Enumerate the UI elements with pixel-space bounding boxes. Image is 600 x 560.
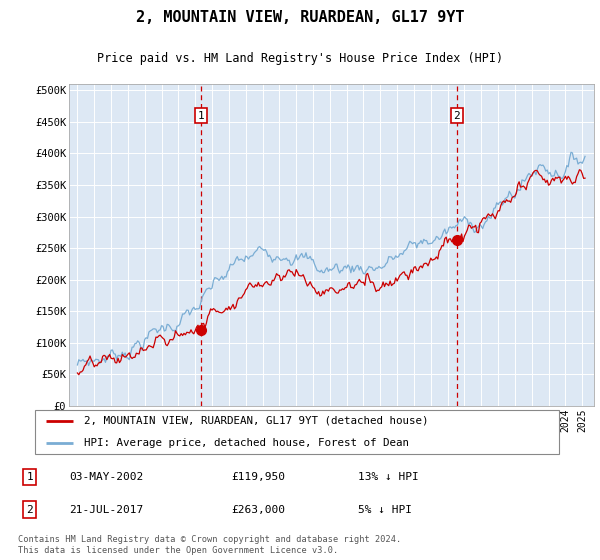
Text: 2: 2 <box>26 505 33 515</box>
Text: 2, MOUNTAIN VIEW, RUARDEAN, GL17 9YT (detached house): 2, MOUNTAIN VIEW, RUARDEAN, GL17 9YT (de… <box>84 416 428 426</box>
Text: 1: 1 <box>197 110 204 120</box>
Text: Price paid vs. HM Land Registry's House Price Index (HPI): Price paid vs. HM Land Registry's House … <box>97 52 503 65</box>
Text: 2, MOUNTAIN VIEW, RUARDEAN, GL17 9YT: 2, MOUNTAIN VIEW, RUARDEAN, GL17 9YT <box>136 11 464 25</box>
Text: HPI: Average price, detached house, Forest of Dean: HPI: Average price, detached house, Fore… <box>84 437 409 447</box>
Text: £263,000: £263,000 <box>231 505 285 515</box>
Text: 2: 2 <box>454 110 460 120</box>
Text: 5% ↓ HPI: 5% ↓ HPI <box>358 505 412 515</box>
Text: 21-JUL-2017: 21-JUL-2017 <box>70 505 144 515</box>
Text: 03-MAY-2002: 03-MAY-2002 <box>70 472 144 482</box>
Text: 1: 1 <box>26 472 33 482</box>
Text: Contains HM Land Registry data © Crown copyright and database right 2024.
This d: Contains HM Land Registry data © Crown c… <box>18 535 401 555</box>
Text: 13% ↓ HPI: 13% ↓ HPI <box>358 472 418 482</box>
Text: £119,950: £119,950 <box>231 472 285 482</box>
FancyBboxPatch shape <box>35 409 559 454</box>
